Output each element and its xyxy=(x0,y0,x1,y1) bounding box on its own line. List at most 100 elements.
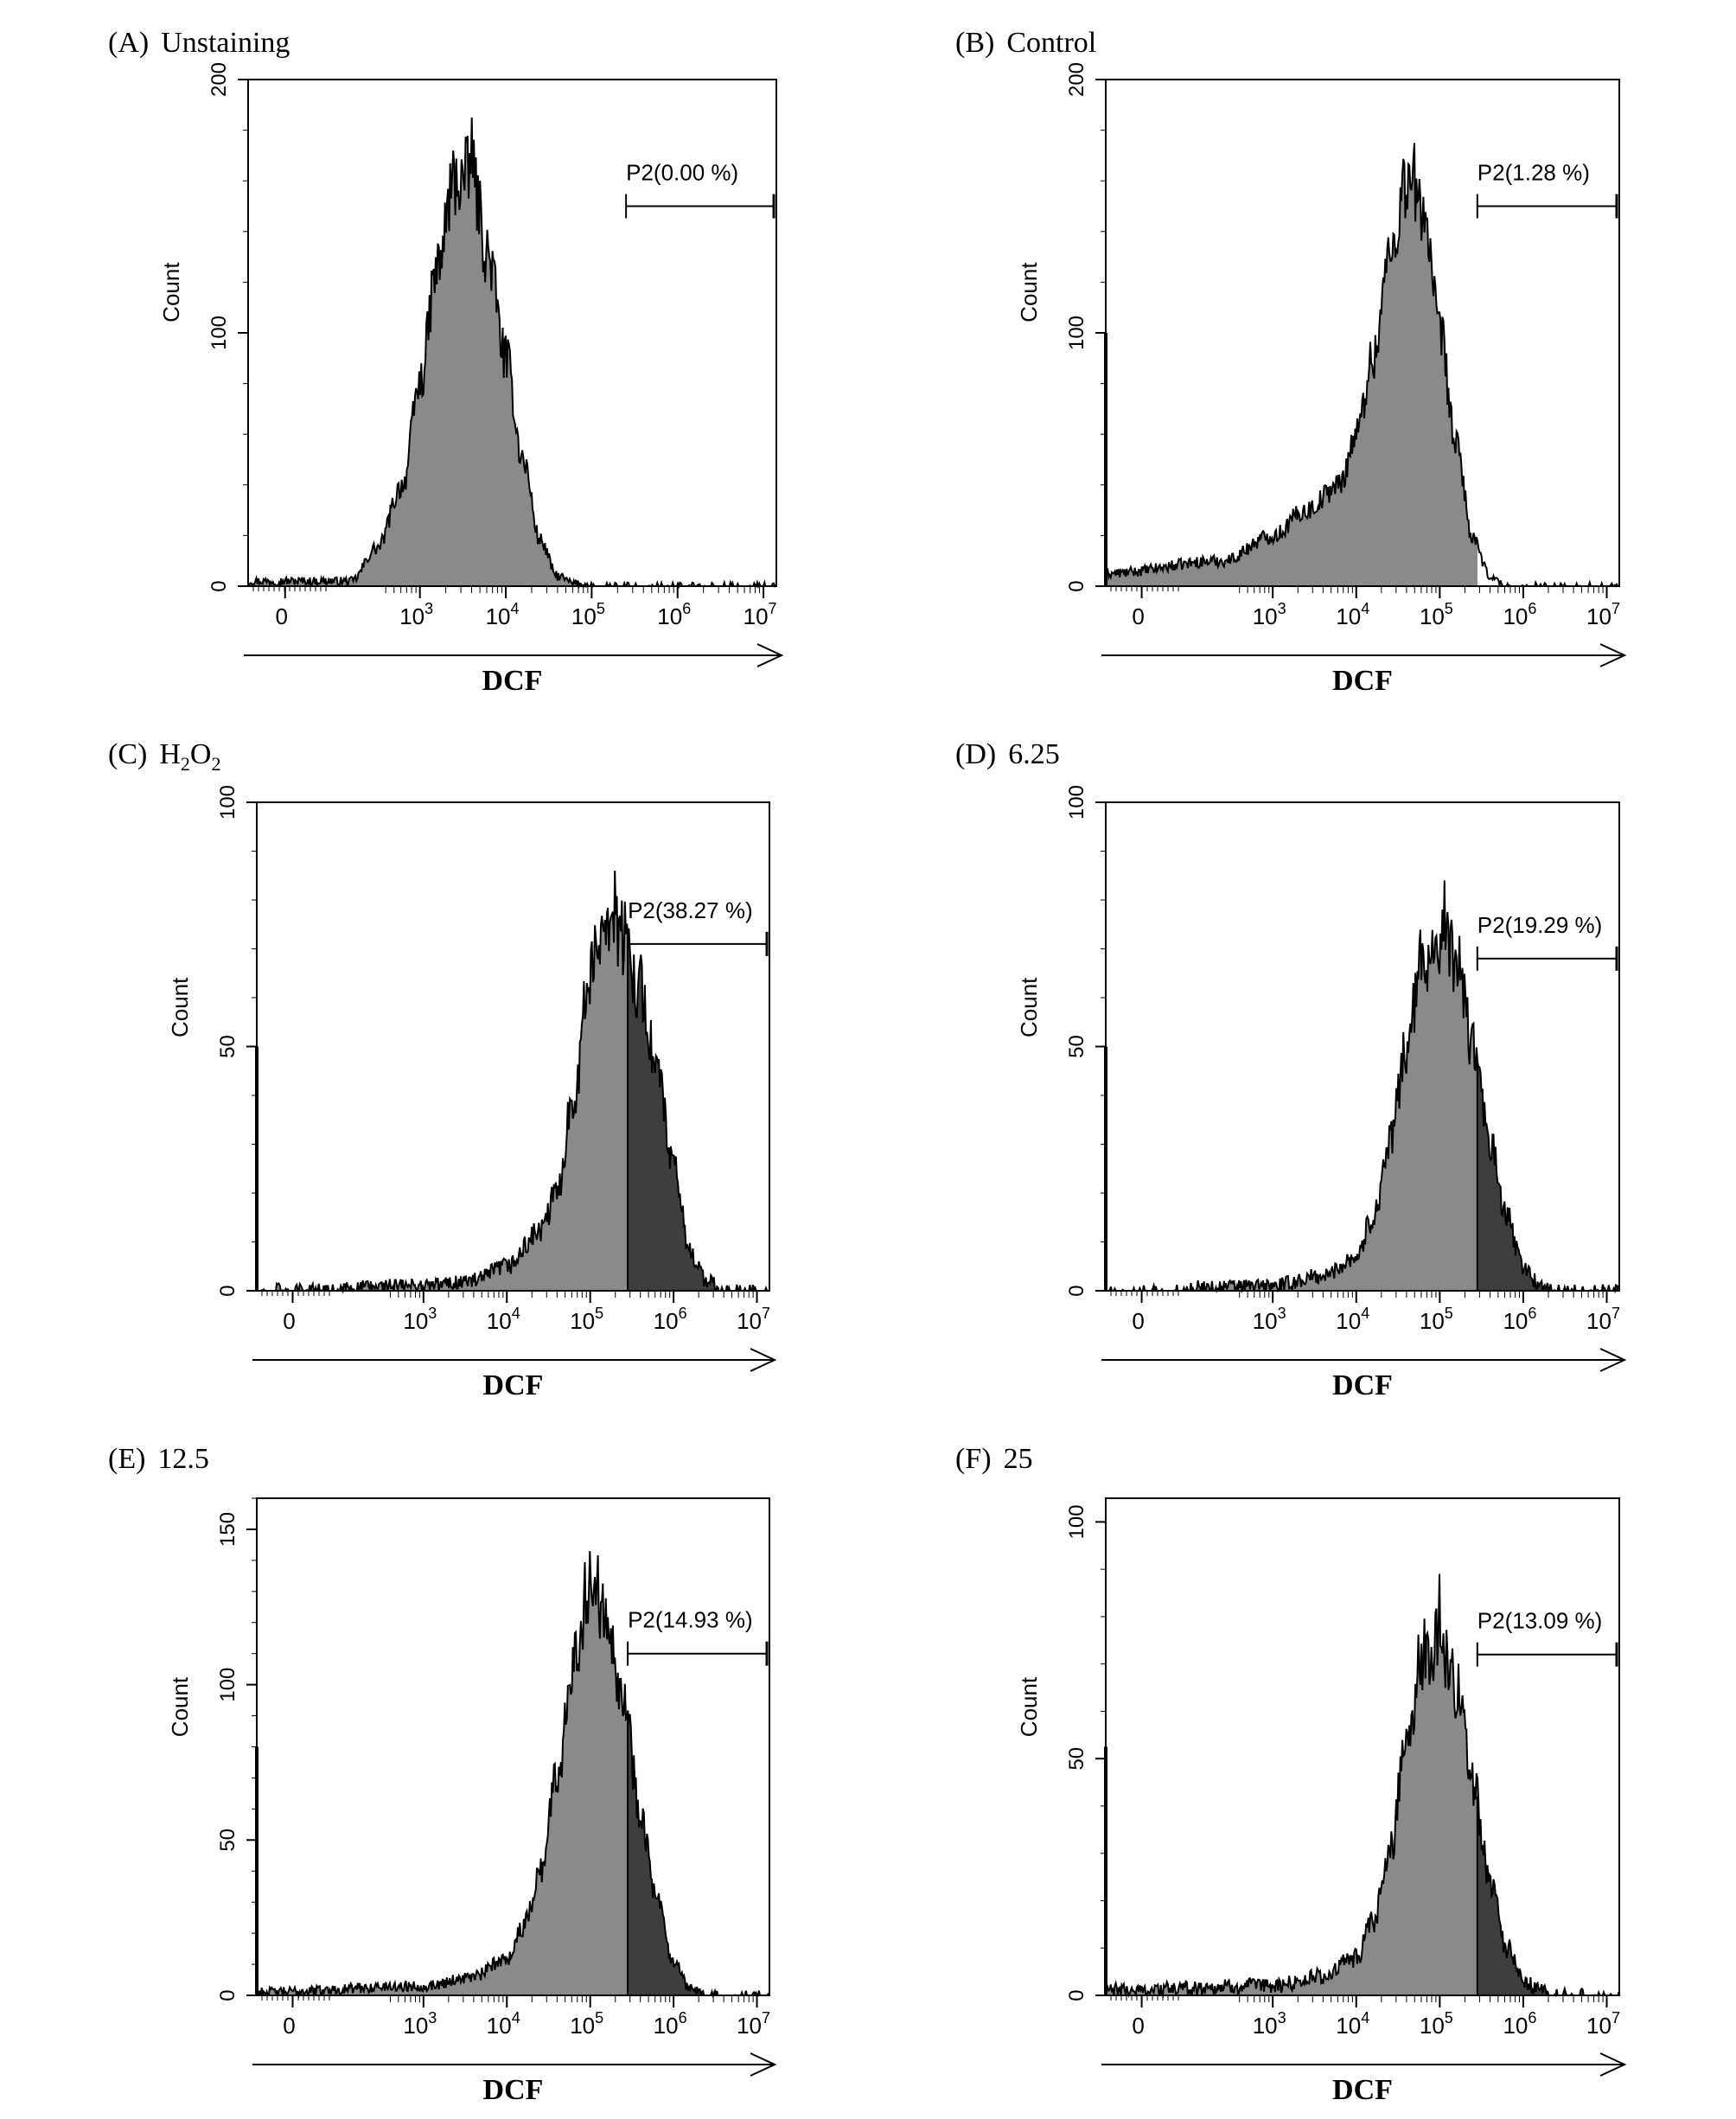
y-tick-label: 0 xyxy=(216,1285,239,1296)
panel-title: (A) Unstaining xyxy=(108,27,290,59)
x-tick-label: 104 xyxy=(1336,600,1369,629)
plot-frame xyxy=(256,1497,770,1996)
plot-frame xyxy=(256,801,770,1292)
y-tick-label: 50 xyxy=(216,1829,239,1852)
x-axis-label: DCF xyxy=(1332,665,1393,697)
y-tick-label: 200 xyxy=(207,62,231,97)
panel-a: (A) Unstaining 0 100 200 Count 0 103 104 105 106 10… xyxy=(108,27,784,697)
panel-e: (E) 12.5 0 50 100 150 Count 0 103 104 105 106 107 DCF… xyxy=(108,1443,777,2106)
x-tick-label: 0 xyxy=(1132,2013,1144,2039)
histogram-outline xyxy=(1106,880,1620,1294)
y-tick-label: 100 xyxy=(207,316,231,350)
x-tick-label: 107 xyxy=(737,2009,770,2039)
x-axis-label: DCF xyxy=(482,665,543,697)
panel-title-text: 25 xyxy=(1004,1443,1033,1475)
x-tick-label: 104 xyxy=(487,2009,520,2039)
y-tick-label: 0 xyxy=(1065,1989,1088,2001)
plot-frame xyxy=(1105,801,1620,1292)
y-tick-label: 100 xyxy=(1065,785,1088,820)
x-tick-label: 105 xyxy=(570,2009,603,2039)
panel-title: (F) 25 xyxy=(955,1443,1033,1475)
y-tick-label: 100 xyxy=(216,1668,239,1702)
x-tick-label: 106 xyxy=(1503,2009,1536,2039)
x-tick-label: 104 xyxy=(1336,1305,1369,1334)
histogram-area xyxy=(1106,143,1478,587)
x-tick-label: 104 xyxy=(487,1305,520,1334)
x-tick-label: 107 xyxy=(744,600,777,629)
y-axis-label: Count xyxy=(1016,1676,1042,1737)
y-tick-label: 150 xyxy=(216,1512,239,1547)
arrow-head xyxy=(1599,1348,1627,1372)
x-tick-label: 106 xyxy=(1503,600,1536,629)
panel-title: (B) Control xyxy=(955,27,1096,59)
histogram-area xyxy=(1106,880,1478,1291)
panel-label: (A) xyxy=(108,27,149,59)
histogram-area xyxy=(257,1551,629,1995)
histogram-outline xyxy=(256,1551,770,1999)
gated-area xyxy=(628,1710,769,1995)
x-tick-label: 106 xyxy=(1503,1305,1536,1334)
histogram-outline xyxy=(257,871,769,1294)
panel-f: (F) 25 0 50 100 Count 0 103 104 105 106 107 DCF P2(13… xyxy=(955,1443,1627,2106)
panel-title: (C) H2O2 xyxy=(108,738,220,775)
panel-label: (E) xyxy=(108,1443,145,1475)
y-tick-label: 0 xyxy=(207,580,231,591)
y-tick-label: 50 xyxy=(1065,1747,1088,1771)
y-tick-label: 0 xyxy=(1065,1285,1088,1296)
histogram-outline xyxy=(1105,1573,1620,1999)
y-tick-label: 100 xyxy=(1065,1504,1088,1539)
x-tick-label: 0 xyxy=(276,603,288,629)
x-tick-label: 105 xyxy=(571,600,605,629)
gate-label: P2(0.00 %) xyxy=(626,160,738,186)
panel-b: (B) Control 0 100 200 Count 0 103 104 105 106 107 DC… xyxy=(955,27,1627,697)
panel-d: (D) 6.25 0 50 100 Count 0 103 104 105 106 107 DCF P2(… xyxy=(955,738,1627,1401)
gate-label: P2(13.09 %) xyxy=(1478,1608,1603,1634)
x-tick-label: 106 xyxy=(654,1305,687,1334)
panel-title-text: Unstaining xyxy=(161,27,290,59)
panel-label: (F) xyxy=(955,1443,992,1475)
x-tick-label: 0 xyxy=(283,2013,295,2039)
x-tick-label: 105 xyxy=(1420,1305,1453,1334)
y-tick-label: 0 xyxy=(216,1989,239,2001)
x-tick-label: 104 xyxy=(486,600,520,629)
arrow-head xyxy=(756,643,784,667)
y-axis-label: Count xyxy=(158,262,184,322)
x-tick-label: 107 xyxy=(1586,2009,1620,2039)
y-tick-label: 100 xyxy=(1065,316,1088,350)
x-tick-label: 103 xyxy=(403,1305,437,1334)
gate-label: P2(19.29 %) xyxy=(1478,912,1603,938)
panel-title-text: 6.25 xyxy=(1008,738,1060,770)
arrow-head xyxy=(1599,643,1627,667)
x-tick-label: 103 xyxy=(1253,600,1286,629)
x-axis-label: DCF xyxy=(483,2074,544,2106)
panel-title-text: H xyxy=(159,738,181,770)
arrow-head xyxy=(750,1348,777,1372)
panel-label: (B) xyxy=(955,27,994,59)
x-tick-label: 103 xyxy=(403,2009,437,2039)
gated-area xyxy=(1478,1778,1619,1995)
histogram-area xyxy=(248,117,627,586)
x-tick-label: 107 xyxy=(1586,1305,1620,1334)
x-tick-label: 106 xyxy=(657,600,691,629)
histogram-area xyxy=(1106,1573,1478,1995)
x-axis-label: DCF xyxy=(483,1369,544,1401)
x-tick-label: 103 xyxy=(399,600,433,629)
gated-area xyxy=(628,928,769,1291)
x-tick-label: 0 xyxy=(283,1308,295,1334)
y-tick-label: 50 xyxy=(216,1035,239,1058)
x-tick-label: 105 xyxy=(1420,600,1453,629)
x-tick-label: 103 xyxy=(1253,2009,1286,2039)
x-tick-label: 106 xyxy=(654,2009,687,2039)
y-tick-label: 50 xyxy=(1065,1035,1088,1058)
panel-title-text: 12.5 xyxy=(157,1443,209,1475)
x-tick-label: 0 xyxy=(1132,1308,1144,1334)
plot-frame xyxy=(1105,1497,1620,1996)
histogram-area xyxy=(257,871,629,1291)
gate-label: P2(38.27 %) xyxy=(628,897,753,923)
y-axis-label: Count xyxy=(167,1676,193,1737)
y-tick-label: 0 xyxy=(1065,580,1088,591)
y-axis-label: Count xyxy=(1016,262,1042,322)
gate-label: P2(14.93 %) xyxy=(628,1607,753,1633)
